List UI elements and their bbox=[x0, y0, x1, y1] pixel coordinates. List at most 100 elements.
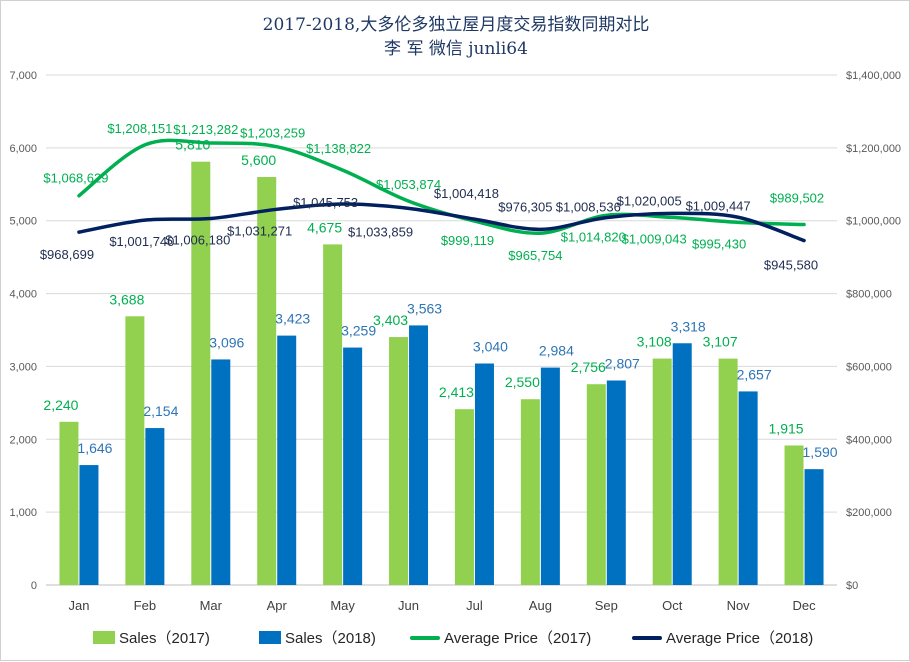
data-label-price-2017: $1,053,874 bbox=[376, 177, 441, 192]
data-label-price-2018: $976,305 bbox=[498, 199, 552, 214]
right-tick-label: $600,000 bbox=[846, 361, 892, 373]
data-label-sales-2017: 2,756 bbox=[571, 359, 606, 375]
bar-sales-2017 bbox=[718, 358, 738, 585]
left-tick-label: 2,000 bbox=[9, 434, 37, 446]
bar-sales-2017 bbox=[454, 409, 474, 585]
x-tick-label: Dec bbox=[792, 598, 816, 613]
x-tick-label: Feb bbox=[134, 598, 156, 613]
bar-sales-2017 bbox=[652, 358, 672, 585]
data-label-sales-2017: 5,810 bbox=[175, 137, 210, 153]
legend-label: Sales（2018) bbox=[285, 630, 376, 647]
data-label-sales-2018: 2,154 bbox=[143, 403, 178, 419]
data-label-price-2018: $1,004,418 bbox=[434, 186, 499, 201]
data-label-sales-2017: 3,107 bbox=[703, 334, 738, 350]
legend-item-sales-2018[interactable]: Sales（2018) bbox=[259, 627, 376, 648]
bar-sales-2017 bbox=[125, 316, 145, 585]
data-label-price-2017: $1,138,822 bbox=[306, 141, 371, 156]
data-label-price-2017: $995,430 bbox=[692, 236, 746, 251]
data-label-price-2017: $1,014,820 bbox=[561, 229, 626, 244]
data-label-price-2017: $965,754 bbox=[508, 248, 562, 263]
x-tick-label: Apr bbox=[267, 598, 288, 613]
x-tick-label: Sep bbox=[595, 598, 618, 613]
data-label-sales-2018: 2,657 bbox=[737, 366, 772, 382]
data-label-sales-2018: 3,423 bbox=[275, 311, 310, 327]
bar-sales-2017 bbox=[59, 421, 79, 585]
data-label-sales-2018: 3,259 bbox=[341, 323, 376, 339]
left-tick-label: 4,000 bbox=[9, 289, 37, 301]
legend-swatch bbox=[93, 631, 115, 644]
right-tick-label: $800,000 bbox=[846, 289, 892, 301]
legend-item-price-2017[interactable]: Average Price（2017) bbox=[410, 627, 591, 648]
line-avg-price-2018 bbox=[77, 202, 806, 243]
bar-sales-2018 bbox=[672, 343, 692, 585]
data-label-sales-2017: 5,600 bbox=[241, 152, 276, 168]
data-label-price-2017: $1,208,151 bbox=[107, 121, 172, 136]
data-label-price-2018: $1,006,180 bbox=[165, 232, 230, 247]
bar-sales-2018 bbox=[738, 391, 758, 585]
x-tick-label: Jan bbox=[68, 598, 89, 613]
data-label-sales-2017: 4,675 bbox=[307, 219, 342, 235]
bar-sales-2018 bbox=[409, 325, 429, 585]
bar-sales-2017 bbox=[520, 399, 540, 585]
right-tick-label: $400,000 bbox=[846, 434, 892, 446]
data-label-sales-2018: 3,318 bbox=[671, 318, 706, 334]
data-label-sales-2018: 3,563 bbox=[407, 300, 442, 316]
x-tick-label: Aug bbox=[529, 598, 552, 613]
bar-sales-2017 bbox=[586, 384, 606, 585]
data-label-sales-2017: 2,413 bbox=[439, 384, 474, 400]
data-label-price-2017: $989,502 bbox=[770, 191, 824, 206]
data-label-sales-2018: 1,590 bbox=[803, 444, 838, 460]
data-label-sales-2018: 3,040 bbox=[473, 339, 508, 355]
data-label-sales-2017: 3,403 bbox=[373, 312, 408, 328]
bar-sales-2018 bbox=[606, 380, 626, 585]
left-tick-label: 1,000 bbox=[9, 507, 37, 519]
bar-sales-2018 bbox=[79, 465, 99, 585]
data-label-sales-2018: 3,096 bbox=[209, 334, 244, 350]
data-label-price-2018: $945,580 bbox=[764, 258, 818, 273]
x-tick-label: Mar bbox=[200, 598, 223, 613]
legend-label: Average Price（2018) bbox=[666, 630, 814, 647]
data-label-price-2017: $1,068,629 bbox=[43, 171, 108, 186]
left-tick-label: 6,000 bbox=[9, 143, 37, 155]
legend-item-price-2018[interactable]: Average Price（2018) bbox=[632, 627, 813, 648]
bar-sales-2017 bbox=[389, 337, 409, 585]
bar-sales-2018 bbox=[211, 359, 231, 585]
legend: Sales（2017) Sales（2018) Average Price（20… bbox=[1, 627, 910, 651]
data-label-price-2018: $1,045,753 bbox=[293, 195, 358, 210]
data-label-price-2017: $1,203,259 bbox=[240, 126, 305, 141]
data-label-sales-2017: 3,688 bbox=[109, 291, 144, 307]
bar-sales-2017 bbox=[784, 445, 804, 585]
left-tick-label: 5,000 bbox=[9, 216, 37, 228]
right-tick-label: $1,200,000 bbox=[846, 143, 901, 155]
left-tick-label: 7,000 bbox=[9, 70, 37, 82]
left-tick-label: 0 bbox=[31, 580, 37, 592]
bar-sales-2018 bbox=[145, 428, 165, 585]
right-tick-label: $1,000,000 bbox=[846, 216, 901, 228]
data-label-price-2018: $1,031,271 bbox=[227, 223, 292, 238]
data-label-price-2017: $1,213,282 bbox=[173, 122, 238, 137]
x-tick-label: Nov bbox=[727, 598, 751, 613]
legend-label: Average Price（2017) bbox=[444, 630, 592, 647]
bar-sales-2017 bbox=[191, 161, 211, 585]
legend-swatch bbox=[259, 631, 281, 644]
bar-sales-2017 bbox=[323, 244, 343, 585]
data-label-sales-2017: 3,108 bbox=[637, 334, 672, 350]
bar-sales-2018 bbox=[804, 469, 824, 585]
chart-subtitle: 李 军 微信 junli64 bbox=[384, 39, 528, 59]
legend-item-sales-2017[interactable]: Sales（2017) bbox=[93, 627, 210, 648]
data-label-sales-2017: 2,240 bbox=[43, 397, 78, 413]
data-label-sales-2017: 1,915 bbox=[769, 420, 804, 436]
data-label-price-2017: $999,119 bbox=[441, 233, 494, 248]
data-label-sales-2018: 1,646 bbox=[77, 440, 112, 456]
bar-sales-2017 bbox=[257, 177, 277, 585]
bar-sales-2018 bbox=[343, 347, 363, 585]
left-tick-label: 3,000 bbox=[9, 361, 37, 373]
bar-sales-2018 bbox=[540, 367, 560, 585]
chart-title: 2017-2018,大多伦多独立屋月度交易指数同期对比 bbox=[262, 15, 650, 35]
bar-sales-2018 bbox=[474, 363, 494, 585]
data-label-price-2017: $1,009,043 bbox=[622, 231, 687, 246]
x-tick-label: May bbox=[330, 598, 355, 613]
bar-sales-2018 bbox=[277, 335, 297, 585]
